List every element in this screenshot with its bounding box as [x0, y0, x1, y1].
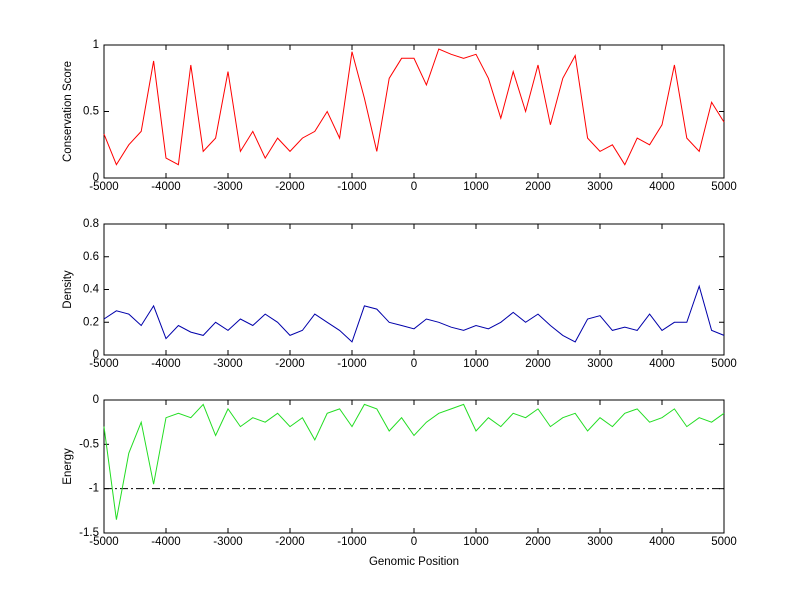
x-tick-label: -3000 — [213, 181, 242, 193]
y-axis-label: Energy — [62, 448, 74, 485]
x-tick-label: 1000 — [463, 181, 489, 193]
x-tick-label: -3000 — [213, 536, 242, 548]
x-tick-label: 4000 — [649, 358, 675, 370]
x-tick-label: -5000 — [89, 536, 118, 548]
x-tick-label: -1000 — [337, 181, 366, 193]
y-tick-label: 0.5 — [83, 106, 99, 118]
data-line — [103, 284, 725, 343]
x-tick-label: -4000 — [151, 181, 180, 193]
y-tick-label: 0.4 — [83, 284, 100, 296]
x-tick-label: -1000 — [337, 358, 366, 370]
plot-area — [103, 44, 725, 179]
y-tick-label: -1.5 — [79, 527, 99, 539]
y-tick-label: 1 — [93, 39, 99, 51]
x-tick-label: -2000 — [275, 358, 304, 370]
x-tick-label: 0 — [411, 536, 417, 548]
x-tick-label: 0 — [411, 358, 417, 370]
x-tick-label: 5000 — [711, 358, 737, 370]
data-line — [103, 403, 725, 520]
y-tick-label: 0 — [93, 172, 99, 184]
x-tick-label: 2000 — [525, 536, 551, 548]
y-axis-label: Density — [62, 270, 74, 309]
x-tick-label: 3000 — [587, 536, 613, 548]
x-tick-label: -1000 — [337, 536, 366, 548]
x-tick-label: 5000 — [711, 536, 737, 548]
y-tick-label: 0 — [93, 349, 99, 361]
y-tick-label: 0.6 — [83, 251, 99, 263]
x-tick-label: -4000 — [151, 358, 180, 370]
x-tick-label: 2000 — [525, 358, 551, 370]
x-tick-label: -5000 — [89, 358, 118, 370]
x-tick-label: 0 — [411, 181, 417, 193]
x-tick-label: -2000 — [275, 181, 304, 193]
y-tick-label: 0.8 — [83, 218, 99, 230]
y-tick-label: 0.2 — [83, 316, 99, 328]
x-tick-label: 4000 — [649, 181, 675, 193]
plot-area — [103, 223, 725, 356]
data-line — [103, 48, 725, 166]
y-tick-label: 0 — [93, 394, 99, 406]
x-tick-label: -5000 — [89, 181, 118, 193]
plot-area — [103, 399, 725, 534]
x-tick-label: 1000 — [463, 358, 489, 370]
x-axis-label: Genomic Position — [369, 556, 459, 568]
y-tick-label: -0.5 — [79, 438, 99, 450]
x-tick-label: 2000 — [525, 181, 551, 193]
x-tick-label: -3000 — [213, 358, 242, 370]
x-tick-label: 5000 — [711, 181, 737, 193]
x-tick-label: -2000 — [275, 536, 304, 548]
x-tick-label: 3000 — [587, 181, 613, 193]
x-tick-label: 4000 — [649, 536, 675, 548]
y-axis-label: Conservation Score — [62, 61, 74, 162]
y-tick-label: -1 — [89, 483, 99, 495]
x-tick-label: -4000 — [151, 536, 180, 548]
x-tick-label: 1000 — [463, 536, 489, 548]
x-tick-label: 3000 — [587, 358, 613, 370]
